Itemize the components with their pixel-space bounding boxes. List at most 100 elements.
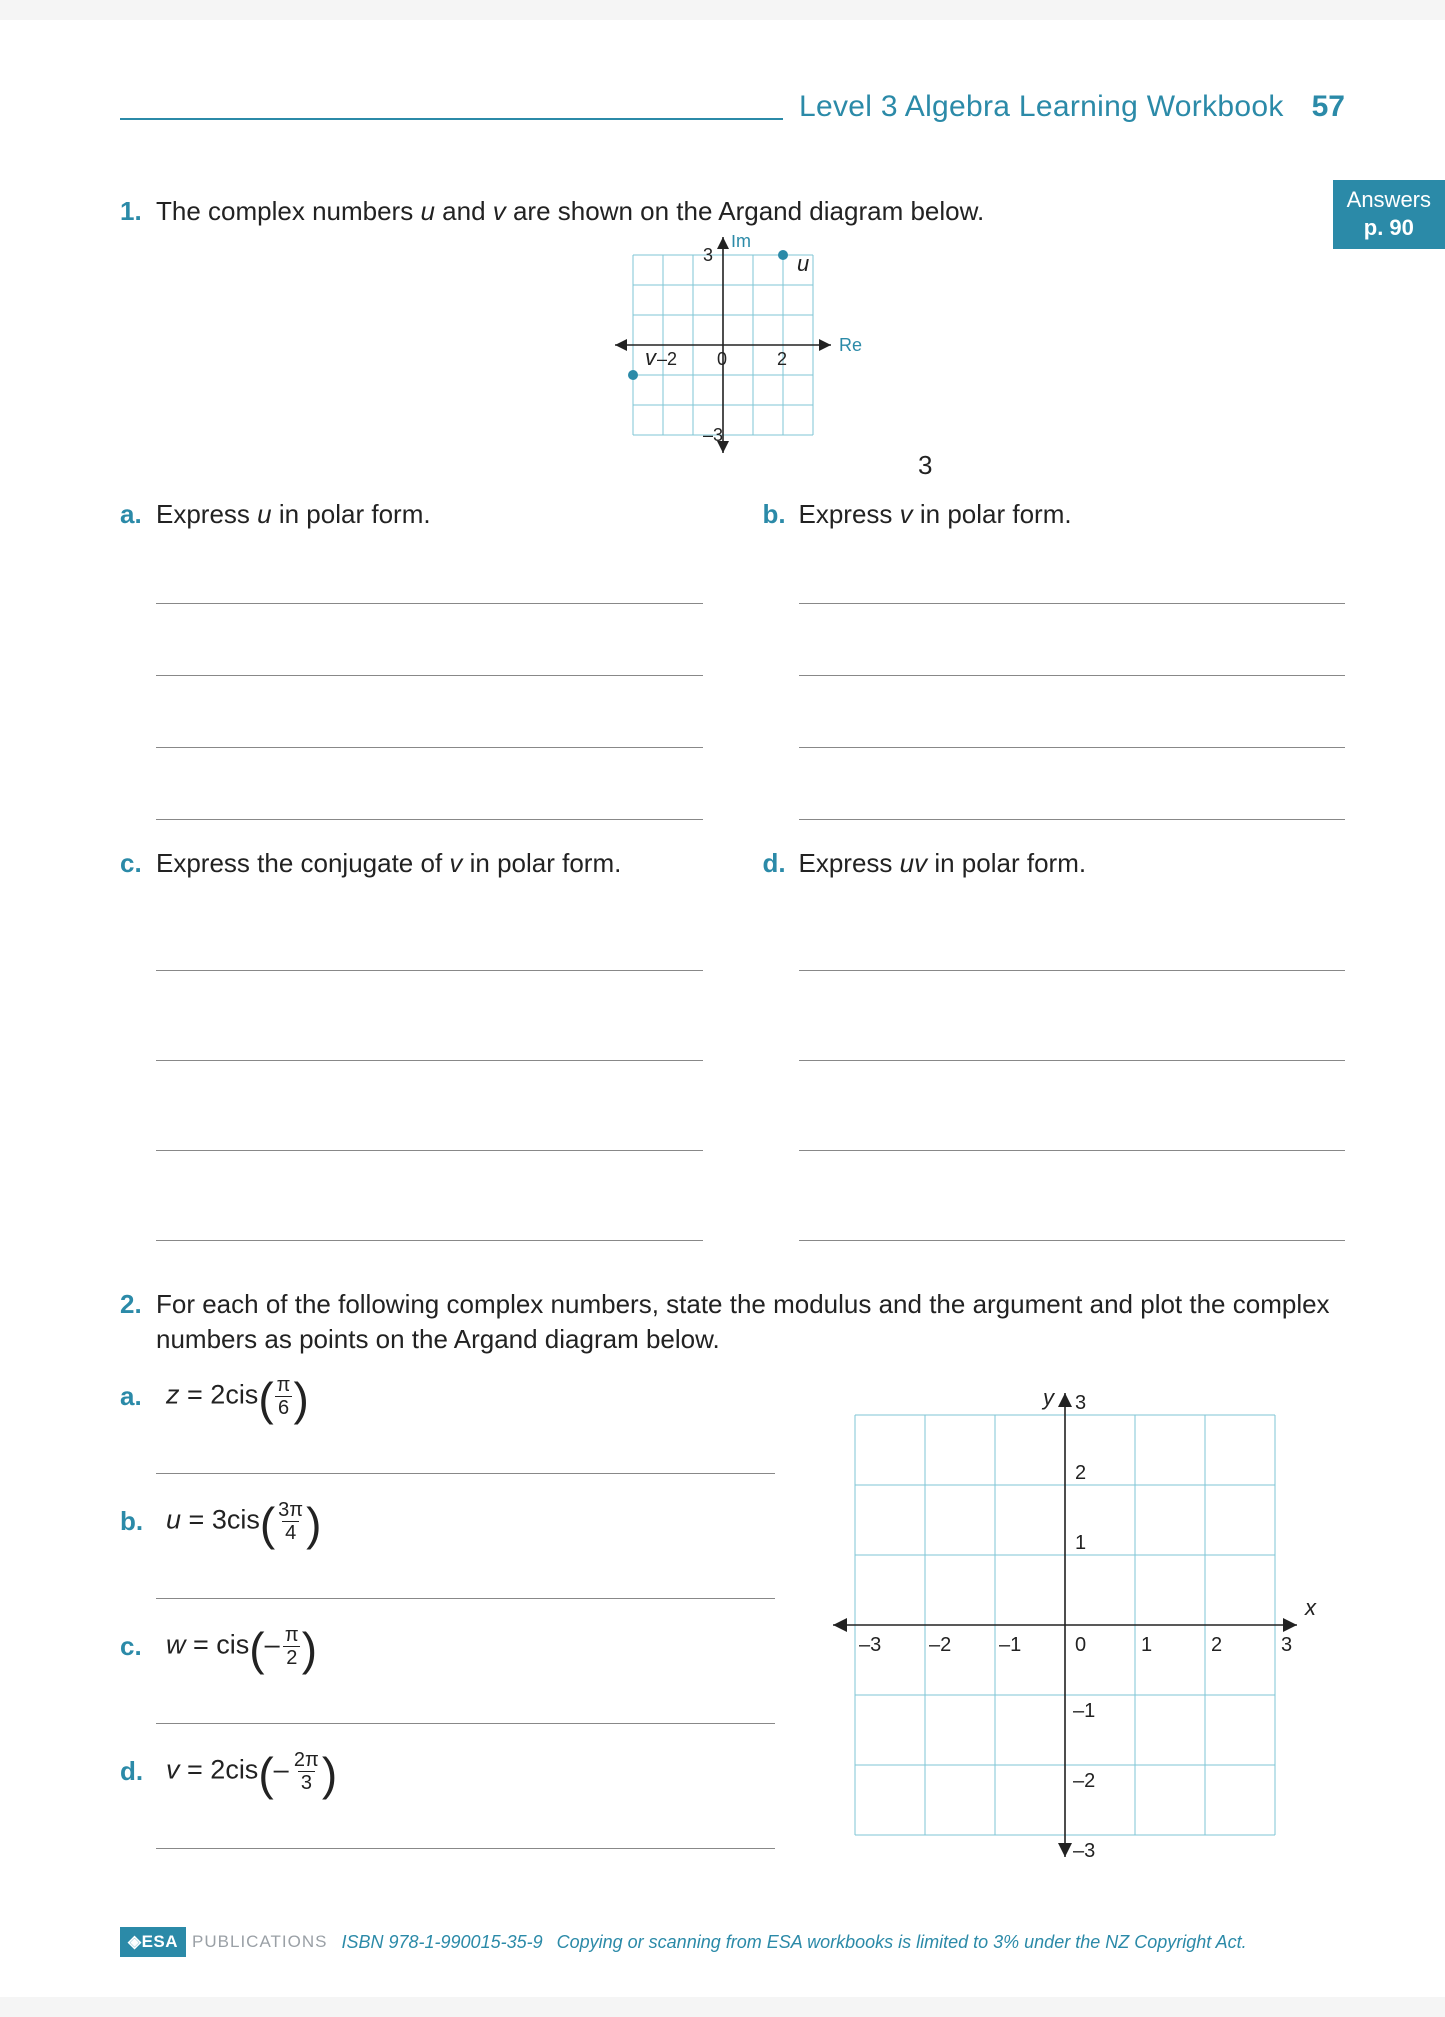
svg-text:–3: –3 (1073, 1840, 1095, 1862)
q1a-var: u (257, 499, 271, 529)
q2-number: 2. (120, 1287, 156, 1322)
q2d-den: 3 (298, 1771, 315, 1793)
svg-text:–3: –3 (703, 425, 723, 445)
content: 1. The complex numbers u and v are shown… (120, 194, 1345, 1895)
q1d-post: in polar form. (927, 848, 1086, 878)
q1-argand-diagram: –2023–3ReImuv 3 (120, 235, 1345, 475)
svg-text:2: 2 (1075, 1462, 1086, 1484)
page-header: Level 3 Algebra Learning Workbook 57 (120, 90, 1345, 124)
q1a-post: in polar form. (272, 499, 431, 529)
q1a-pre: Express (156, 499, 257, 529)
answer-line (156, 1169, 703, 1241)
svg-text:–2: –2 (657, 349, 677, 369)
question-1: 1. The complex numbers u and v are shown… (120, 194, 1345, 229)
svg-text:y: y (1041, 1385, 1056, 1410)
q2b: b. u = 3cis(3π4) (120, 1500, 775, 1543)
svg-text:–2: –2 (929, 1634, 951, 1656)
svg-text:1: 1 (1075, 1532, 1086, 1554)
answers-label: Answers (1347, 186, 1431, 214)
answer-line (799, 989, 1346, 1061)
q2a: a. z = 2cis(π6) (120, 1375, 775, 1418)
q1c-label: c. (120, 846, 156, 881)
argand2-svg: –3–2–10123321–1–2–3xy (805, 1365, 1345, 1885)
book-title: Level 3 Algebra Learning Workbook (799, 90, 1284, 124)
q1-text-post: are shown on the Argand diagram below. (506, 196, 984, 226)
q2d-math: v = 2cis(– 2π3) (166, 1750, 337, 1793)
q2b-den: 4 (282, 1521, 299, 1543)
q1-row-ab: a. Express u in polar form. b. Express v… (120, 497, 1345, 820)
q2a-math: z = 2cis(π6) (166, 1375, 309, 1418)
q2a-label: a. (120, 1379, 156, 1414)
svg-text:–2: –2 (1073, 1770, 1095, 1792)
q1d: d. Express uv in polar form. (763, 846, 1346, 1241)
q2c-label: c. (120, 1629, 156, 1664)
answers-tab: Answers p. 90 (1333, 180, 1445, 249)
q1d-var: uv (900, 848, 927, 878)
q2c-math: w = cis(– π2) (166, 1625, 317, 1668)
answer-line (156, 622, 703, 676)
q2b-coef: 3 (212, 1505, 227, 1535)
q1d-label: d. (763, 846, 799, 881)
answer-line (156, 1684, 775, 1724)
answer-line (799, 899, 1346, 971)
q2-text: For each of the following complex number… (156, 1287, 1345, 1357)
q1b-var: v (900, 499, 913, 529)
svg-text:Re: Re (839, 335, 862, 355)
answer-line (799, 766, 1346, 820)
q1b-post: in polar form. (913, 499, 1072, 529)
q1b-label: b. (763, 497, 799, 532)
header-rule (120, 118, 783, 120)
q2d-num: 2π (291, 1750, 322, 1771)
q1d-text: Express uv in polar form. (799, 846, 1346, 881)
page-number: 57 (1312, 90, 1345, 124)
q1d-pre: Express (799, 848, 900, 878)
q1-var-u: u (420, 196, 434, 226)
svg-text:–1: –1 (999, 1634, 1021, 1656)
svg-text:3: 3 (1075, 1392, 1086, 1414)
publisher-name: PUBLICATIONS (192, 1932, 327, 1952)
page-footer: ◈ESA PUBLICATIONS ISBN 978-1-990015-35-9… (120, 1927, 1345, 1957)
q1a-label: a. (120, 497, 156, 532)
q1-text-mid: and (435, 196, 493, 226)
answer-line (799, 622, 1346, 676)
q2-argand-diagram: –3–2–10123321–1–2–3xy (805, 1365, 1345, 1894)
q2c-lhs: w (166, 1630, 186, 1660)
q1-var-v: v (493, 196, 506, 226)
q2a-coef: 2 (210, 1380, 225, 1410)
svg-text:x: x (1304, 1595, 1317, 1620)
svg-text:Im: Im (731, 235, 751, 251)
answer-line (156, 1079, 703, 1151)
q1b-pre: Express (799, 499, 900, 529)
q1-stray-3: 3 (918, 448, 932, 483)
answer-line (156, 694, 703, 748)
answers-page: p. 90 (1347, 214, 1431, 242)
answer-line (799, 1079, 1346, 1151)
svg-text:u: u (797, 251, 809, 276)
svg-text:0: 0 (717, 349, 727, 369)
q1b-text: Express v in polar form. (799, 497, 1346, 532)
answer-line (156, 1809, 775, 1849)
q2b-lhs: u (166, 1505, 181, 1535)
q2-body: a. z = 2cis(π6) b. u = 3cis(3π4) c. (120, 1365, 1345, 1894)
answer-line (799, 694, 1346, 748)
logo-text: ESA (142, 1932, 178, 1951)
q2a-den: 6 (275, 1396, 292, 1418)
question-2: 2. For each of the following complex num… (120, 1287, 1345, 1357)
answer-line (156, 550, 703, 604)
q2b-label: b. (120, 1504, 156, 1539)
q2c-den: 2 (283, 1646, 300, 1668)
answer-line (799, 550, 1346, 604)
q1c-text: Express the conjugate of v in polar form… (156, 846, 703, 881)
answer-line (799, 1169, 1346, 1241)
q2a-num: π (274, 1375, 294, 1396)
q1b: b. Express v in polar form. (763, 497, 1346, 820)
q1c-var: v (449, 848, 462, 878)
q1-text-pre: The complex numbers (156, 196, 420, 226)
isbn: ISBN 978-1-990015-35-9 (341, 1932, 542, 1953)
q2d-lhs: v (166, 1755, 180, 1785)
q2c-num: π (282, 1625, 302, 1646)
q1c-post: in polar form. (462, 848, 621, 878)
answer-line (156, 766, 703, 820)
argand-svg: –2023–3ReImuv (593, 235, 873, 475)
q2d: d. v = 2cis(– 2π3) (120, 1750, 775, 1793)
